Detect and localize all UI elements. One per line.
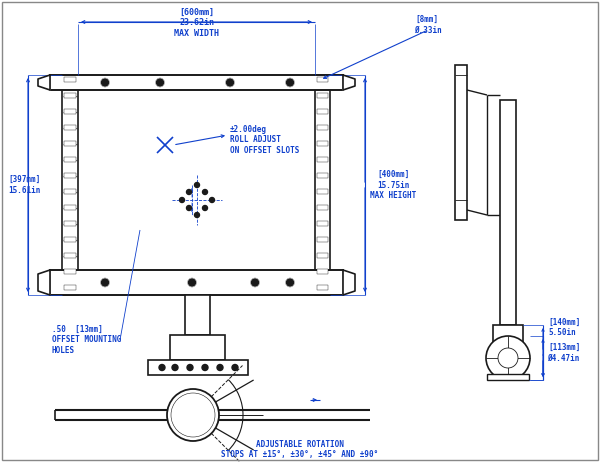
- Bar: [64, 189, 76, 194]
- Bar: [64, 221, 76, 226]
- Text: ADJUSTABLE ROTATION
STOPS AT ±15°, ±30°, ±45° AND ±90°: ADJUSTABLE ROTATION STOPS AT ±15°, ±30°,…: [221, 440, 379, 459]
- Polygon shape: [343, 75, 355, 90]
- Circle shape: [187, 206, 191, 211]
- Bar: [317, 189, 328, 194]
- Circle shape: [101, 279, 109, 286]
- Circle shape: [179, 197, 185, 202]
- Circle shape: [498, 348, 518, 368]
- Bar: [455, 65, 467, 220]
- Circle shape: [167, 389, 219, 441]
- Bar: [64, 125, 76, 130]
- Circle shape: [101, 79, 109, 86]
- Bar: [317, 173, 328, 178]
- Text: [140mm]
5.50in: [140mm] 5.50in: [548, 318, 580, 337]
- Circle shape: [194, 213, 199, 218]
- Circle shape: [486, 336, 530, 380]
- Circle shape: [203, 189, 208, 195]
- Bar: [64, 141, 76, 146]
- Circle shape: [101, 279, 109, 286]
- Bar: [317, 221, 328, 226]
- Bar: [64, 93, 76, 98]
- Circle shape: [157, 79, 163, 86]
- Bar: [64, 173, 76, 178]
- Circle shape: [251, 279, 259, 286]
- Circle shape: [188, 279, 196, 286]
- Bar: [62, 75, 78, 295]
- Circle shape: [286, 279, 294, 286]
- Text: [397mm]
15.61in: [397mm] 15.61in: [8, 175, 40, 195]
- Bar: [317, 157, 328, 162]
- Text: [8mm]
Ø.33in: [8mm] Ø.33in: [415, 15, 443, 34]
- Circle shape: [159, 365, 165, 371]
- Circle shape: [171, 393, 215, 437]
- Bar: [64, 157, 76, 162]
- Circle shape: [286, 279, 294, 286]
- Bar: [317, 253, 328, 258]
- Circle shape: [286, 79, 294, 86]
- Circle shape: [156, 79, 164, 86]
- Bar: [487, 374, 529, 380]
- Polygon shape: [343, 270, 355, 295]
- Bar: [317, 205, 328, 210]
- Circle shape: [203, 206, 208, 211]
- Circle shape: [187, 189, 191, 195]
- Bar: [148, 360, 248, 375]
- Bar: [64, 109, 76, 114]
- Circle shape: [209, 197, 215, 202]
- Text: [113mm]
Ø4.47in: [113mm] Ø4.47in: [548, 343, 580, 363]
- Circle shape: [287, 79, 293, 86]
- Circle shape: [287, 279, 293, 286]
- Bar: [317, 77, 328, 82]
- Bar: [64, 285, 76, 290]
- Text: [600mm]
23.62in
MAX WIDTH: [600mm] 23.62in MAX WIDTH: [174, 8, 219, 38]
- Bar: [185, 295, 210, 335]
- Bar: [64, 269, 76, 274]
- Circle shape: [217, 365, 223, 371]
- Text: ±2.00deg
ROLL ADJUST
ON OFFSET SLOTS: ±2.00deg ROLL ADJUST ON OFFSET SLOTS: [230, 125, 299, 155]
- Circle shape: [101, 79, 109, 86]
- Circle shape: [194, 182, 199, 188]
- Bar: [317, 237, 328, 242]
- Circle shape: [175, 397, 211, 433]
- Bar: [64, 77, 76, 82]
- Circle shape: [101, 79, 109, 86]
- Polygon shape: [38, 270, 50, 295]
- Bar: [317, 93, 328, 98]
- Bar: [317, 109, 328, 114]
- Circle shape: [156, 79, 164, 86]
- Circle shape: [172, 365, 178, 371]
- Text: .50  [13mm]
OFFSET MOUNTING
HOLES: .50 [13mm] OFFSET MOUNTING HOLES: [52, 325, 121, 355]
- Bar: [493, 325, 523, 347]
- Circle shape: [188, 279, 196, 286]
- Bar: [64, 237, 76, 242]
- Circle shape: [232, 365, 238, 371]
- Text: [400mm]
15.75in
MAX HEIGHT: [400mm] 15.75in MAX HEIGHT: [370, 170, 416, 200]
- Bar: [317, 141, 328, 146]
- Circle shape: [227, 79, 233, 86]
- Circle shape: [251, 279, 259, 286]
- Bar: [50, 270, 343, 295]
- Bar: [317, 269, 328, 274]
- Bar: [500, 100, 516, 325]
- Circle shape: [188, 410, 198, 420]
- Circle shape: [226, 79, 234, 86]
- Bar: [315, 75, 330, 295]
- Circle shape: [286, 79, 294, 86]
- Bar: [317, 285, 328, 290]
- Polygon shape: [38, 75, 50, 90]
- Circle shape: [251, 279, 259, 286]
- Bar: [170, 335, 225, 360]
- Circle shape: [202, 365, 208, 371]
- Bar: [50, 75, 343, 90]
- Bar: [317, 125, 328, 130]
- Circle shape: [179, 401, 207, 429]
- Bar: [64, 253, 76, 258]
- Circle shape: [187, 365, 193, 371]
- Bar: [64, 205, 76, 210]
- Circle shape: [188, 279, 196, 286]
- Circle shape: [226, 79, 234, 86]
- Circle shape: [101, 279, 109, 286]
